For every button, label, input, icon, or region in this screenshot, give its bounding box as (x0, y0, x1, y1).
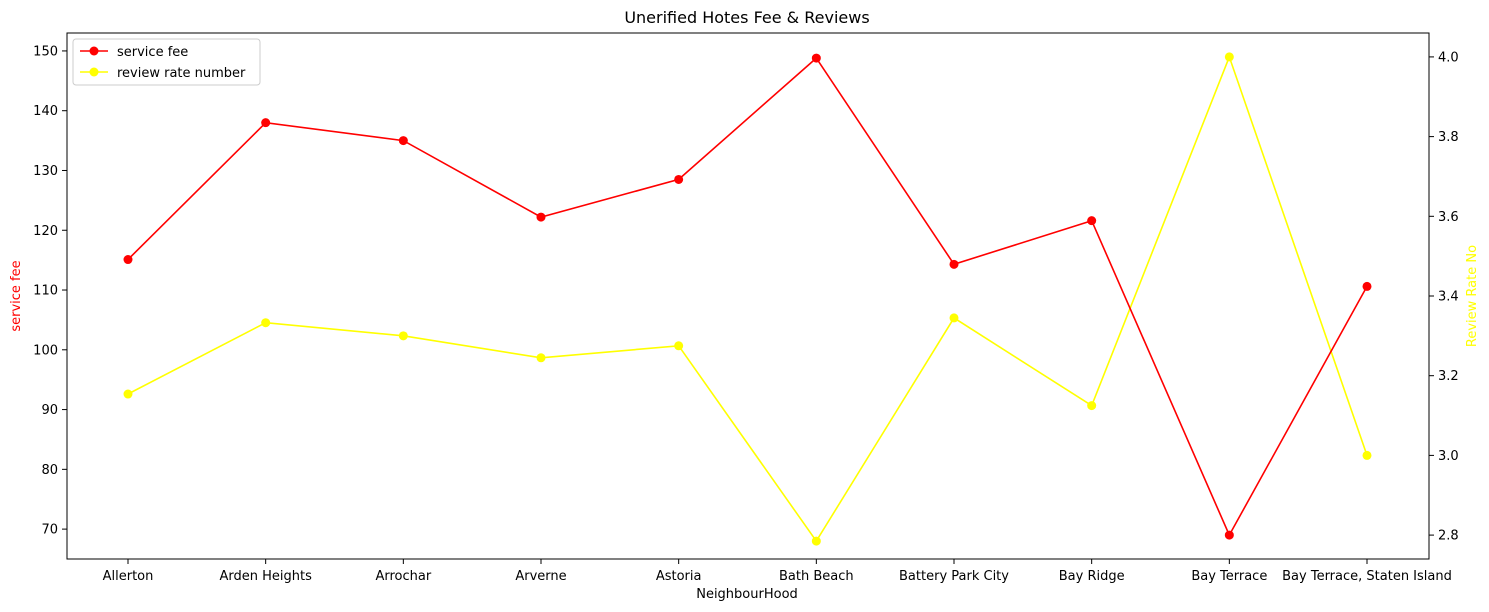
point-service-fee-arverne (536, 212, 546, 222)
point-service-fee-allerton (123, 255, 133, 265)
x-tick-label: Astoria (656, 569, 702, 584)
series-line-service-fee (127, 56, 1368, 537)
point-service-fee-bath-beach (811, 53, 821, 63)
x-tick-label: Arrochar (375, 569, 431, 584)
point-review-rate-number-bay-terrace (1224, 52, 1234, 62)
x-axis: Allerton Arden Heights Arrochar Arverne Asto… (103, 559, 1452, 584)
chart-title: Unerified Hotes Fee & Reviews (624, 8, 869, 27)
legend-marker-service-fee (89, 46, 99, 56)
y-left-tick-label: 100 (33, 343, 58, 358)
legend-label-service-fee: service fee (117, 45, 188, 60)
point-review-rate-number-arrochar (398, 331, 408, 341)
x-tick-label: Bay Terrace (1191, 569, 1267, 584)
point-review-rate-number-bay-terrace-staten-island (1362, 450, 1372, 460)
point-review-rate-number-arden-heights (261, 318, 271, 328)
point-service-fee-battery-park-city (949, 259, 959, 269)
y-left-tick-label: 120 (33, 224, 58, 239)
y-right-tick-label: 3.4 (1438, 290, 1459, 305)
point-service-fee-bay-terrace (1224, 530, 1234, 540)
x-tick-label: Bay Terrace, Staten Island (1282, 569, 1452, 584)
point-service-fee-arrochar (398, 136, 408, 146)
y-right-tick-label: 3.0 (1438, 449, 1459, 464)
point-service-fee-arden-heights (261, 118, 271, 128)
y-left-tick-label: 110 (33, 284, 58, 299)
series-lines (123, 52, 1372, 546)
point-review-rate-number-arverne (536, 353, 546, 363)
point-review-rate-number-astoria (674, 341, 684, 351)
x-tick-label: Bay Ridge (1059, 569, 1125, 584)
point-review-rate-number-battery-park-city (949, 313, 959, 323)
y-right-tick-label: 3.2 (1438, 369, 1459, 384)
y-axis-right-title: Review Rate No (1465, 245, 1480, 347)
y-left-tick-label: 140 (33, 104, 58, 119)
point-service-fee-astoria (674, 174, 684, 184)
y-axis-right: 2.8 3.0 3.2 3.4 3.6 3.8 4.0 (1429, 50, 1459, 544)
y-right-tick-label: 2.8 (1438, 529, 1459, 544)
y-left-tick-label: 130 (33, 164, 58, 179)
y-axis-left: 70 80 90 100 110 120 130 140 150 (33, 44, 67, 538)
y-right-tick-label: 4.0 (1438, 50, 1459, 65)
point-service-fee-bay-ridge (1087, 216, 1097, 226)
legend-label-review-rate: review rate number (117, 66, 246, 81)
x-tick-label: Battery Park City (899, 569, 1009, 584)
series-line-review-rate-number (127, 54, 1368, 543)
point-service-fee-bay-terrace-staten-island (1362, 281, 1372, 291)
y-right-tick-label: 3.6 (1438, 210, 1459, 225)
x-axis-title: NeighbourHood (696, 587, 798, 602)
y-left-tick-label: 80 (41, 463, 58, 478)
y-left-tick-label: 90 (41, 403, 58, 418)
y-axis-left-title: service fee (9, 260, 24, 331)
point-review-rate-number-allerton (123, 389, 133, 399)
x-tick-label: Arden Heights (219, 569, 312, 584)
legend-box (72, 38, 261, 86)
y-right-tick-label: 3.8 (1438, 130, 1459, 145)
y-left-tick-label: 70 (41, 523, 58, 538)
point-review-rate-number-bay-ridge (1087, 401, 1097, 411)
legend-marker-review-rate (89, 67, 99, 77)
y-left-tick-label: 150 (33, 44, 58, 59)
x-tick-label: Arverne (515, 569, 566, 584)
point-review-rate-number-bath-beach (811, 536, 821, 546)
legend: service fee review rate number (72, 38, 261, 86)
x-tick-label: Allerton (103, 569, 154, 584)
plot-area (66, 32, 1430, 560)
x-tick-label: Bath Beach (779, 569, 854, 584)
